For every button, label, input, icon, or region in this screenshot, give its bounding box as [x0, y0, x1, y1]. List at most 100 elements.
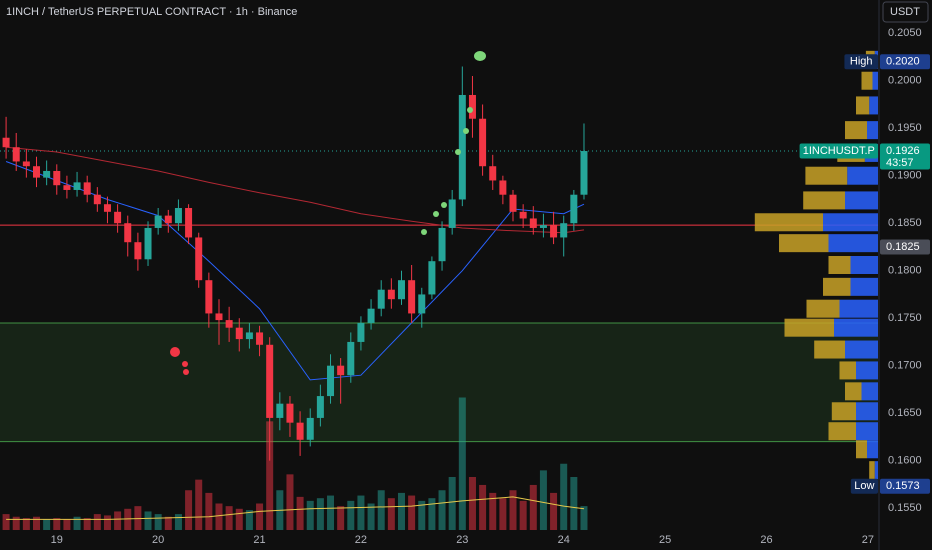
profile-sell	[845, 382, 862, 401]
y-tick-label: 0.1950	[888, 122, 922, 134]
volume-bar	[387, 498, 395, 530]
candle-body	[458, 94, 466, 200]
candle-body	[539, 225, 547, 228]
price-tag: High	[850, 56, 873, 68]
currency[interactable]: USDT	[890, 6, 920, 18]
y-tick-label: 0.1650	[888, 407, 922, 419]
volume-ma	[6, 496, 585, 520]
volume-bar	[306, 500, 314, 530]
y-tick-label: 0.2050	[888, 27, 922, 39]
candle-body	[397, 280, 405, 300]
candle-body	[256, 332, 264, 345]
volume-bar	[124, 508, 132, 530]
volume-bar	[327, 495, 335, 530]
profile-sell	[814, 340, 845, 359]
volume-bar	[539, 470, 547, 530]
volume-bar	[357, 495, 365, 530]
volume-bar	[205, 492, 213, 530]
candle-body	[550, 225, 558, 238]
volume-bar	[570, 477, 578, 530]
signal-dot	[433, 211, 439, 217]
candle-body	[154, 215, 162, 228]
candle-body	[43, 170, 51, 178]
profile-sell	[779, 234, 829, 253]
profile-sell	[831, 402, 856, 421]
volume-bar	[154, 514, 162, 530]
candle-body	[22, 161, 30, 167]
candle-body	[306, 417, 314, 440]
volume-bar	[458, 397, 466, 530]
profile-buy	[861, 382, 878, 401]
candle-body	[286, 403, 294, 423]
x-tick-label: 21	[253, 534, 265, 546]
price-label: 0.1825	[886, 241, 920, 253]
profile-sell	[828, 256, 851, 274]
profile-buy	[850, 256, 878, 274]
candle-body	[114, 211, 122, 224]
profile-buy	[850, 277, 878, 296]
candle-body	[489, 166, 497, 181]
candle-body	[245, 332, 253, 340]
candle-body	[276, 403, 284, 418]
volume-bar	[114, 511, 122, 530]
volume-bar	[337, 506, 345, 530]
volume-bar	[286, 474, 294, 530]
volume-bar	[195, 479, 203, 530]
profile-sell	[754, 213, 823, 232]
profile-sell	[861, 71, 873, 90]
candle-body	[174, 208, 182, 224]
candle-body	[296, 422, 304, 440]
candle-body	[438, 227, 446, 262]
volume-bar	[83, 518, 91, 530]
price-label-box	[880, 239, 930, 255]
volume-bar	[256, 503, 264, 530]
candle-body	[529, 218, 537, 228]
profile-buy	[856, 422, 878, 441]
price-label-box	[880, 143, 930, 170]
candle-body	[367, 308, 375, 323]
profile-buy	[845, 340, 878, 359]
y-tick-label: 0.1550	[888, 502, 922, 514]
candle-body	[570, 194, 578, 224]
candle-body	[205, 280, 213, 314]
volume-bar	[519, 500, 527, 530]
volume-bar	[174, 514, 182, 530]
profile-sell	[805, 166, 848, 185]
volume-bar	[12, 516, 20, 530]
volume-bar	[418, 500, 426, 530]
price-label: 0.1573	[886, 480, 920, 492]
volume-bar	[438, 490, 446, 530]
candle-body	[428, 261, 436, 295]
volume-bar	[215, 503, 223, 530]
y-tick-label: 0.1800	[888, 265, 922, 277]
profile-sell	[856, 96, 870, 115]
currency-box[interactable]	[882, 1, 929, 23]
candle-body	[32, 166, 40, 178]
candle-body	[448, 199, 456, 228]
volume-bar	[479, 484, 487, 530]
plot-area	[0, 50, 878, 530]
profile-sell	[869, 461, 875, 480]
profile-buy	[845, 191, 878, 210]
profile-sell	[806, 299, 840, 318]
candle-body	[73, 182, 81, 190]
profile-sell	[803, 191, 845, 210]
candle-body	[580, 151, 588, 195]
volume-bar	[53, 518, 61, 530]
candle-body	[134, 242, 142, 260]
y-tick-label: 0.1850	[888, 217, 922, 229]
price-label-box	[880, 478, 930, 494]
zone	[0, 322, 878, 442]
volume-bar	[489, 492, 497, 530]
volume-bar	[185, 490, 193, 530]
volume-bar	[63, 519, 71, 530]
chart-title: 1INCH / TetherUS PERPETUAL CONTRACT · 1h…	[6, 6, 297, 18]
volume-bar	[32, 516, 40, 530]
price-label: 0.2020	[886, 56, 920, 68]
signal-dot	[441, 202, 447, 208]
volume-bar	[266, 421, 274, 530]
candle-body	[266, 344, 274, 418]
candle-body	[144, 227, 152, 260]
